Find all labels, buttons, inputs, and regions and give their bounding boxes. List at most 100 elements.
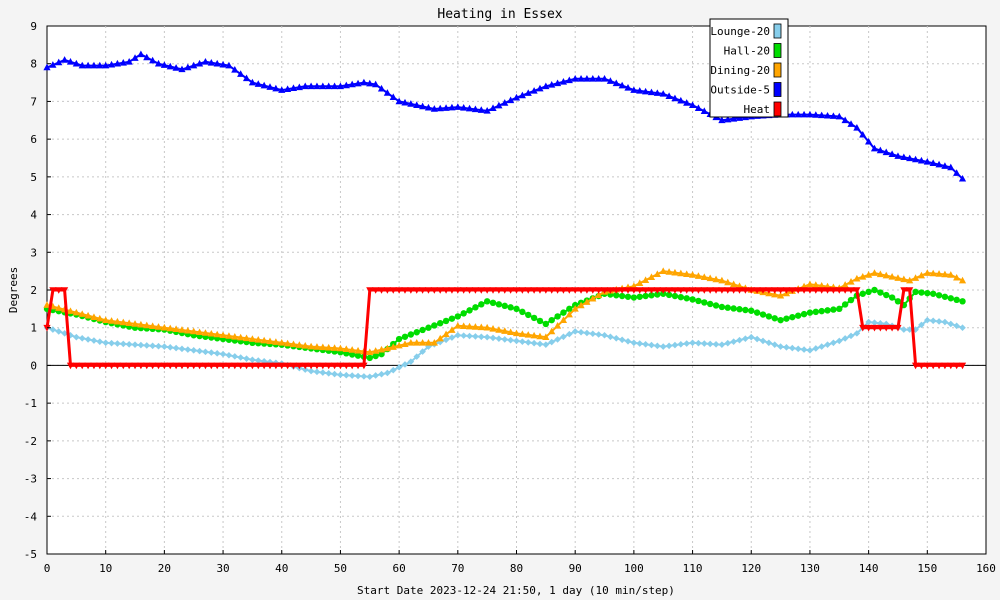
- data-point-outside-5: [395, 97, 403, 105]
- data-point-heat: [917, 362, 926, 370]
- data-point-lounge-20: [184, 346, 192, 353]
- data-point-heat: [219, 362, 227, 370]
- data-point-dining-20: [354, 346, 362, 354]
- y-tick-label: -3: [24, 473, 37, 486]
- data-point-dining-20: [665, 268, 673, 275]
- data-point-hall-20: [830, 306, 837, 313]
- data-point-heat: [859, 324, 867, 332]
- data-point-lounge-20: [161, 343, 168, 350]
- data-point-dining-20: [542, 333, 550, 340]
- x-tick-label: 130: [800, 562, 820, 575]
- data-point-heat: [154, 362, 163, 370]
- y-tick-label: 1: [30, 322, 37, 335]
- data-point-lounge-20: [354, 372, 362, 380]
- data-point-dining-20: [460, 322, 468, 330]
- data-point-dining-20: [131, 320, 139, 327]
- data-point-heat: [407, 287, 415, 294]
- data-point-outside-5: [125, 58, 133, 65]
- data-point-lounge-20: [835, 337, 843, 345]
- data-point-heat: [800, 287, 808, 294]
- y-tick-label: -5: [24, 548, 37, 561]
- data-point-outside-5: [190, 61, 198, 69]
- data-point-dining-20: [78, 310, 86, 317]
- data-point-dining-20: [688, 271, 697, 278]
- data-point-dining-20: [231, 332, 239, 340]
- data-point-outside-5: [477, 106, 485, 113]
- data-point-lounge-20: [929, 317, 937, 325]
- y-tick-label: 0: [30, 359, 37, 372]
- data-point-outside-5: [501, 99, 509, 106]
- data-point-outside-5: [383, 89, 391, 96]
- data-point-lounge-20: [125, 341, 133, 348]
- data-point-dining-20: [671, 268, 679, 276]
- data-point-lounge-20: [213, 350, 221, 357]
- data-point-outside-5: [677, 96, 685, 104]
- data-point-hall-20: [530, 314, 538, 322]
- data-point-outside-5: [882, 148, 890, 156]
- data-point-lounge-20: [571, 328, 579, 335]
- data-point-heat: [190, 362, 198, 370]
- x-tick-label: 40: [275, 562, 288, 575]
- data-point-outside-5: [201, 58, 210, 65]
- data-point-hall-20: [489, 299, 497, 307]
- data-point-heat: [78, 362, 86, 370]
- data-point-dining-20: [207, 329, 215, 337]
- data-point-heat: [178, 362, 186, 370]
- data-point-lounge-20: [266, 358, 274, 366]
- data-point-outside-5: [730, 114, 738, 122]
- data-point-outside-5: [665, 92, 673, 99]
- data-point-heat: [571, 287, 579, 294]
- data-point-outside-5: [436, 104, 444, 112]
- data-point-hall-20: [560, 309, 567, 316]
- x-tick-label: 0: [44, 562, 51, 575]
- data-point-lounge-20: [419, 348, 426, 355]
- data-point-lounge-20: [472, 333, 479, 340]
- data-point-dining-20: [407, 339, 415, 346]
- data-point-dining-20: [489, 325, 497, 332]
- data-point-dining-20: [430, 339, 438, 346]
- data-point-heat: [301, 362, 309, 370]
- data-point-dining-20: [853, 274, 861, 282]
- data-point-outside-5: [835, 112, 843, 120]
- legend-swatch-hall-20: [773, 43, 782, 58]
- data-point-dining-20: [401, 340, 409, 348]
- data-point-dining-20: [694, 272, 703, 279]
- data-point-heat: [870, 324, 879, 332]
- data-point-heat: [501, 287, 509, 294]
- data-point-heat: [119, 362, 127, 370]
- data-point-dining-20: [882, 271, 890, 279]
- data-point-dining-20: [137, 320, 145, 328]
- data-point-lounge-20: [454, 331, 462, 339]
- data-point-dining-20: [553, 322, 562, 329]
- data-point-hall-20: [795, 312, 802, 319]
- data-point-heat: [647, 287, 656, 294]
- data-point-hall-20: [730, 305, 737, 312]
- data-point-outside-5: [595, 75, 603, 82]
- legend-label-heat: Heat: [744, 103, 771, 116]
- data-point-hall-20: [448, 315, 456, 322]
- data-point-heat: [882, 324, 890, 332]
- data-point-heat: [254, 362, 262, 370]
- data-point-heat: [589, 287, 597, 294]
- data-point-hall-20: [953, 296, 960, 304]
- data-point-outside-5: [865, 137, 873, 145]
- data-point-lounge-20: [442, 336, 450, 344]
- data-point-outside-5: [495, 101, 503, 109]
- data-point-heat: [518, 287, 526, 294]
- data-point-heat: [436, 287, 444, 294]
- data-point-heat: [507, 287, 515, 294]
- data-point-lounge-20: [307, 367, 315, 375]
- data-point-hall-20: [513, 305, 520, 313]
- data-point-hall-20: [753, 309, 761, 316]
- data-point-outside-5: [906, 154, 914, 162]
- data-point-lounge-20: [959, 324, 966, 332]
- data-point-dining-20: [424, 339, 433, 346]
- data-point-dining-20: [213, 330, 221, 338]
- data-point-lounge-20: [718, 341, 726, 348]
- y-axis-label: Degrees: [7, 267, 20, 313]
- data-point-lounge-20: [190, 347, 198, 354]
- data-point-heat: [636, 287, 644, 294]
- data-point-lounge-20: [84, 336, 92, 343]
- data-point-hall-20: [671, 292, 679, 300]
- data-point-outside-5: [137, 50, 145, 58]
